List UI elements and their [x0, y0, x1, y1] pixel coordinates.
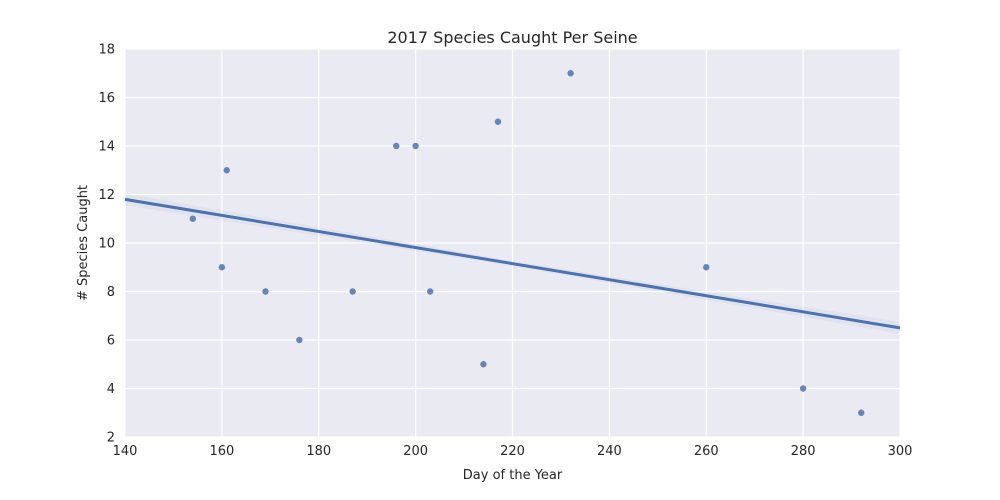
data-point — [703, 264, 710, 271]
data-point — [426, 288, 434, 295]
data-point — [218, 264, 226, 271]
data-point — [296, 336, 303, 344]
regression-layer — [124, 197, 901, 330]
data-point — [393, 142, 400, 150]
x-tick-label: 180 — [306, 444, 331, 459]
data-point — [189, 215, 197, 222]
data-point — [494, 118, 502, 125]
x-tick-label: 200 — [403, 444, 428, 459]
data-point — [223, 167, 230, 174]
x-tick-label: 240 — [597, 444, 622, 459]
data-point — [567, 70, 574, 77]
y-tick-label: 18 — [98, 43, 115, 58]
regression-line — [124, 197, 901, 330]
y-tick-label: 8 — [107, 285, 115, 300]
chart-title: 2017 Species Caught Per Seine — [387, 28, 637, 47]
y-tick-label: 6 — [107, 334, 115, 349]
x-tick-label: 140 — [113, 444, 138, 459]
grid — [124, 48, 901, 438]
x-tick-label: 220 — [500, 444, 525, 459]
data-point — [412, 142, 419, 150]
data-point — [262, 288, 269, 295]
y-tick-label: 16 — [98, 91, 115, 106]
y-tick-labels: 2 4 6 8 10 12 14 16 18 — [98, 43, 115, 446]
x-tick-label: 260 — [694, 444, 719, 459]
x-tick-label: 300 — [888, 444, 913, 459]
y-tick-label: 4 — [107, 382, 115, 397]
y-tick-label: 14 — [98, 140, 115, 155]
y-tick-label: 2 — [107, 431, 115, 446]
x-tick-labels: 140 160 180 200 220 240 260 280 300 — [113, 444, 913, 459]
y-axis-label: # Species Caught — [76, 185, 91, 301]
x-tick-label: 280 — [791, 444, 816, 459]
data-point — [480, 361, 487, 368]
data-point — [858, 409, 865, 416]
data-point — [799, 385, 807, 392]
y-tick-label: 10 — [98, 237, 115, 252]
y-tick-label: 12 — [98, 188, 115, 203]
x-tick-label: 160 — [209, 444, 234, 459]
x-axis-label: Day of the Year — [463, 468, 563, 483]
points-layer — [189, 70, 865, 416]
data-point — [349, 288, 356, 295]
